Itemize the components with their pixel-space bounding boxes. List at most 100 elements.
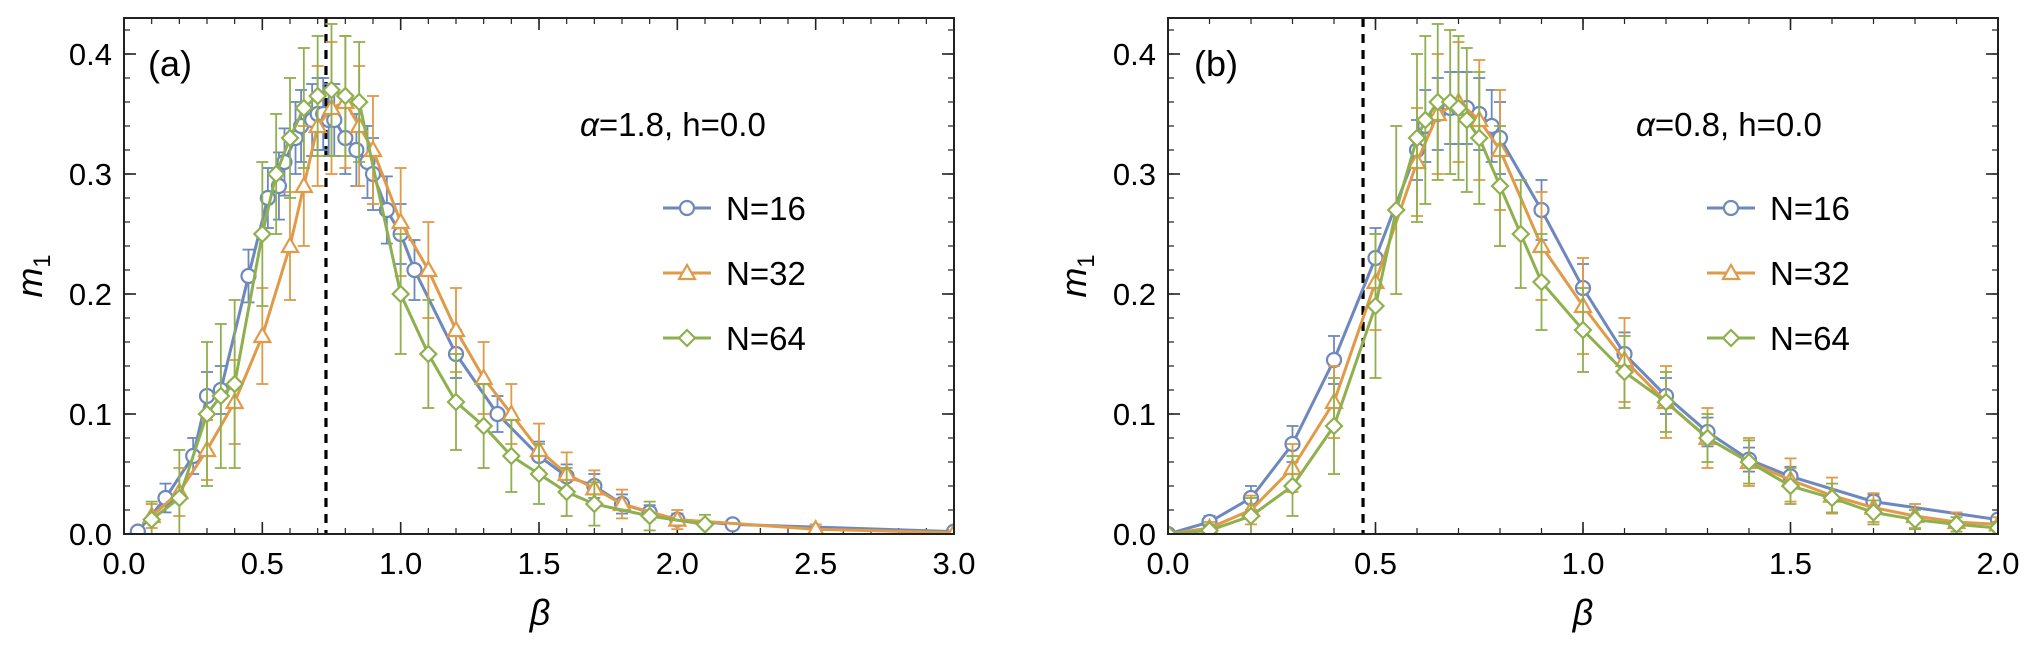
y-tick-label: 0.2 xyxy=(1113,277,1156,312)
data-point xyxy=(1415,110,1435,130)
data-point xyxy=(947,522,954,534)
data-point xyxy=(446,392,466,412)
legend-marker xyxy=(1721,262,1741,281)
y-tick-label: 0.3 xyxy=(69,157,112,192)
y-tick-label: 0.1 xyxy=(1113,397,1156,432)
legend: N=16 N=32 N=64 xyxy=(1707,190,1850,357)
legend-item: N=32 xyxy=(663,255,806,292)
data-point xyxy=(640,506,660,526)
data-point xyxy=(1428,92,1448,112)
data-point xyxy=(1988,518,1998,534)
data-point xyxy=(293,175,314,194)
chart-panel-a: 0.0 0.5 1.0 1.5 2.0 2.5 3.0 0.0 0.1 0.2 0.3 0.4 (a)… xyxy=(9,17,976,633)
data-point xyxy=(1469,128,1489,148)
data-point xyxy=(308,86,328,106)
data-point xyxy=(1656,392,1676,412)
data-point xyxy=(391,284,411,304)
data-point xyxy=(348,141,365,159)
series-layer xyxy=(1168,23,1998,534)
data-point xyxy=(1407,128,1427,148)
data-point xyxy=(321,80,342,100)
series-n-64 xyxy=(142,23,715,534)
x-tick-label: 3.0 xyxy=(932,546,975,581)
x-axis-label: β xyxy=(529,592,551,633)
data-point xyxy=(197,404,217,424)
legend-item: N=16 xyxy=(663,190,806,227)
y-tick-label: 0.3 xyxy=(1113,157,1156,192)
data-point xyxy=(1365,296,1386,316)
legend-marker xyxy=(678,199,696,217)
y-tick-label: 0.4 xyxy=(1113,37,1156,72)
series-n-16 xyxy=(129,77,954,534)
data-point xyxy=(294,98,314,118)
data-point xyxy=(418,259,439,278)
legend-marker xyxy=(677,328,697,348)
x-tick-label: 2.0 xyxy=(1976,546,2019,581)
x-tick-label: 1.5 xyxy=(517,546,560,581)
y-tick-label: 0.2 xyxy=(69,277,112,312)
data-point xyxy=(446,319,466,338)
data-point xyxy=(1905,510,1925,530)
series-n-64 xyxy=(1168,23,1998,534)
series-line xyxy=(136,112,954,534)
series-line xyxy=(150,100,954,534)
data-point xyxy=(1531,272,1552,292)
data-point xyxy=(1822,488,1842,508)
data-point xyxy=(807,518,825,534)
data-point xyxy=(1863,502,1884,522)
data-point xyxy=(1386,200,1406,220)
parameter-annotation: α=1.8, h=0.0 xyxy=(580,106,766,143)
data-point xyxy=(1168,524,1178,534)
panel-label: (a) xyxy=(148,43,192,84)
y-tick-label: 0.4 xyxy=(69,37,112,72)
data-point xyxy=(695,514,715,534)
data-point xyxy=(1282,476,1303,496)
data-point xyxy=(501,446,521,466)
data-point xyxy=(252,325,273,344)
data-point xyxy=(557,482,577,502)
x-tick-label: 0.0 xyxy=(1146,546,1189,581)
data-point xyxy=(129,523,146,534)
plot-frame xyxy=(1167,17,1999,535)
series-line xyxy=(1168,100,1998,534)
data-point xyxy=(390,211,411,230)
x-tick-label: 1.0 xyxy=(379,546,422,581)
legend-marker xyxy=(1722,199,1740,217)
panel-label: (b) xyxy=(1194,43,1238,84)
x-tick-label: 2.0 xyxy=(656,546,699,581)
data-point xyxy=(266,164,286,184)
legend-label: N=64 xyxy=(1770,320,1850,357)
data-point xyxy=(169,488,189,508)
series-n-32 xyxy=(141,35,954,534)
data-point xyxy=(1946,514,1967,534)
data-point xyxy=(1739,452,1759,472)
legend-marker xyxy=(1721,328,1741,348)
data-point xyxy=(1780,476,1801,496)
x-tick-label: 0.5 xyxy=(241,546,284,581)
x-tick-label: 1.0 xyxy=(1561,546,1604,581)
data-point xyxy=(1324,416,1344,436)
data-point xyxy=(1199,520,1220,534)
data-point xyxy=(474,416,494,436)
x-axis-label: β xyxy=(1572,592,1594,633)
x-tick-label: 2.5 xyxy=(794,546,837,581)
x-tick-label: 0.5 xyxy=(1354,546,1397,581)
y-tick-label: 0.0 xyxy=(69,517,112,552)
axis-ticks: 0.0 0.5 1.0 1.5 2.0 2.5 3.0 0.0 0.1 0.2 0.3 0.4 xyxy=(69,18,976,581)
data-point xyxy=(211,386,231,406)
legend-marker xyxy=(677,262,697,281)
legend-item: N=64 xyxy=(663,320,806,357)
data-point xyxy=(1325,351,1343,369)
data-point xyxy=(1448,98,1469,118)
legend: N=16 N=32 N=64 xyxy=(663,190,806,357)
y-tick-label: 0.0 xyxy=(1113,517,1156,552)
data-point xyxy=(335,86,355,106)
parameter-annotation: α=0.8, h=0.0 xyxy=(1636,106,1822,143)
data-point xyxy=(142,510,162,530)
data-point xyxy=(1697,428,1718,448)
data-point xyxy=(1511,224,1531,244)
data-point xyxy=(280,235,300,254)
data-point xyxy=(225,374,245,394)
data-point xyxy=(418,344,438,364)
